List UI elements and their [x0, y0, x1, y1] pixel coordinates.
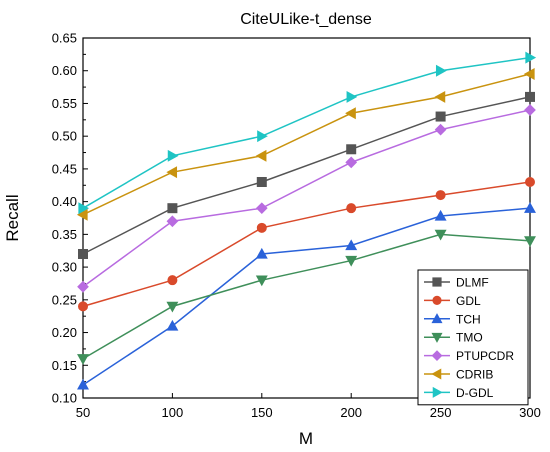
series-line-gdl [82, 181, 531, 308]
data-point-tmo [255, 275, 268, 287]
legend-marker-dlmf [432, 277, 442, 287]
data-point-dlmf [78, 248, 89, 259]
data-point-cdrib [345, 107, 356, 120]
x-tick-label: 250 [430, 405, 452, 420]
series-line-tmo [82, 233, 531, 360]
data-point-ptupcdr [77, 280, 89, 293]
data-point-cdrib [166, 166, 178, 179]
legend-marker-cdrib [431, 368, 442, 380]
data-point-d-gdl [167, 149, 179, 162]
legend-marker-gdl [432, 295, 442, 305]
legend-label-d-gdl: D-GDL [456, 386, 494, 400]
data-point-dlmf [435, 111, 446, 122]
data-point-tmo [345, 255, 358, 267]
series-line-d-gdl [82, 56, 531, 209]
data-point-tmo [77, 354, 89, 365]
x-tick-label: 50 [76, 405, 90, 420]
data-point-dlmf [256, 176, 267, 187]
data-point-tch [255, 247, 268, 259]
y-tick-label: 0.55 [52, 96, 77, 111]
legend-marker-d-gdl [432, 386, 443, 398]
data-point-ptupcdr [166, 215, 179, 228]
legend-marker-ptupcdr [431, 350, 443, 361]
data-point-ptupcdr [524, 104, 536, 116]
data-point-gdl [346, 203, 357, 214]
chart-title: CiteULike-t_dense [240, 11, 372, 28]
data-point-ptupcdr [434, 123, 447, 136]
data-point-tmo [524, 236, 536, 248]
y-tick-label: 0.30 [52, 260, 77, 275]
data-point-dlmf [525, 91, 536, 102]
data-point-d-gdl [257, 130, 268, 143]
data-point-cdrib [523, 68, 535, 80]
data-point-tch [166, 319, 179, 331]
data-point-d-gdl [346, 90, 358, 103]
y-tick-label: 0.45 [52, 161, 77, 176]
x-tick-label: 300 [519, 405, 541, 420]
y-tick-label: 0.20 [52, 325, 77, 340]
data-point-tch [77, 378, 89, 390]
data-point-dlmf [346, 144, 357, 155]
y-tick-label: 0.40 [52, 194, 77, 209]
data-point-cdrib [76, 208, 88, 221]
legend-label-gdl: GDL [456, 294, 481, 308]
data-point-gdl [525, 176, 536, 187]
data-point-tch [345, 239, 358, 251]
x-axis-label: M [299, 429, 313, 448]
x-tick-label: 200 [340, 405, 362, 420]
y-tick-label: 0.15 [52, 358, 77, 373]
data-point-dlmf [167, 203, 178, 214]
legend-label-cdrib: CDRIB [456, 368, 493, 382]
series-line-cdrib [82, 73, 531, 216]
y-tick-label: 0.50 [52, 129, 77, 144]
x-tick-label: 100 [162, 405, 184, 420]
data-point-ptupcdr [255, 202, 268, 215]
y-tick-label: 0.65 [52, 31, 77, 46]
legend-marker-tmo [431, 332, 443, 343]
data-point-ptupcdr [345, 156, 358, 169]
y-tick-label: 0.35 [52, 227, 77, 242]
data-point-tch [434, 209, 447, 221]
legend-label-ptupcdr: PTUPCDR [456, 349, 514, 363]
y-axis-label: Recall [3, 194, 22, 241]
y-tick-label: 0.10 [52, 391, 77, 406]
data-point-d-gdl [525, 51, 537, 64]
y-tick-label: 0.25 [52, 292, 77, 307]
data-point-tmo [166, 301, 179, 313]
data-point-cdrib [434, 90, 446, 103]
y-tick-label: 0.60 [52, 63, 77, 78]
data-point-gdl [256, 222, 267, 233]
data-point-cdrib [255, 149, 267, 162]
x-tick-label: 150 [251, 405, 273, 420]
legend-label-tch: TCH [456, 312, 481, 326]
data-point-gdl [78, 301, 89, 312]
series-line-ptupcdr [82, 109, 531, 288]
legend-label-tmo: TMO [456, 331, 483, 345]
data-point-gdl [167, 275, 178, 286]
legend-marker-tch [431, 313, 443, 324]
series-line-tch [82, 207, 531, 386]
data-point-tch [524, 202, 536, 213]
data-point-tmo [434, 229, 447, 241]
data-point-d-gdl [78, 202, 90, 215]
legend-label-dlmf: DLMF [456, 276, 489, 290]
data-point-d-gdl [435, 64, 447, 77]
data-point-gdl [435, 190, 446, 201]
series-line-dlmf [82, 96, 531, 255]
